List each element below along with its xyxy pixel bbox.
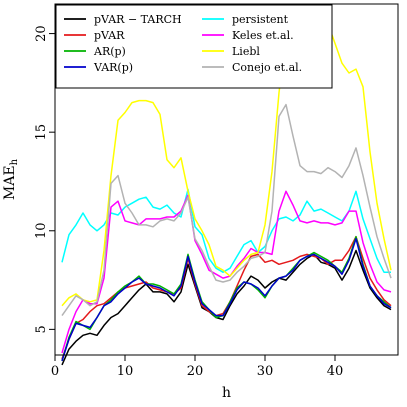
x-axis-label: h xyxy=(222,385,231,401)
series-line-7 xyxy=(61,103,392,317)
series-line-6 xyxy=(61,20,392,307)
y-tick-label-2: 15 xyxy=(34,124,49,141)
legend-label-5: Keles et.al. xyxy=(232,29,294,42)
x-tick-label-4: 40 xyxy=(327,364,344,379)
y-axis-label-subscript: h xyxy=(9,158,20,165)
plot-frame xyxy=(54,3,399,356)
axis-layer: 0 10 20 30 40 5 10 15 20 xyxy=(34,25,343,379)
legend-box xyxy=(55,4,333,89)
legend: pVAR − TARCH pVAR AR(p) VAR(p) persistent Kel… xyxy=(55,4,333,89)
series-line-5 xyxy=(61,190,392,354)
legend-label-3: VAR(p) xyxy=(93,61,133,74)
legend-label-7: Conejo et.al. xyxy=(232,61,302,74)
y-axis-label-main: MAE xyxy=(2,165,18,200)
x-tick-label-2: 20 xyxy=(187,364,204,379)
y-tick-label-1: 10 xyxy=(34,222,49,239)
legend-label-2: AR(p) xyxy=(93,45,126,58)
series-line-0 xyxy=(61,249,392,366)
series-layer xyxy=(61,20,392,366)
x-tick-label-1: 10 xyxy=(117,364,134,379)
y-axis-label: MAEh xyxy=(2,158,20,200)
legend-label-6: Liebl xyxy=(232,45,260,58)
series-line-4 xyxy=(61,188,391,273)
y-tick-label-0: 5 xyxy=(34,325,49,333)
legend-label-4: persistent xyxy=(232,13,289,26)
x-tick-label-0: 0 xyxy=(51,364,59,379)
legend-label-1: pVAR xyxy=(94,29,125,42)
y-tick-label-3: 20 xyxy=(34,25,49,42)
series-line-3 xyxy=(61,237,392,362)
x-tick-label-3: 30 xyxy=(257,364,274,379)
legend-label-0: pVAR − TARCH xyxy=(94,13,182,26)
